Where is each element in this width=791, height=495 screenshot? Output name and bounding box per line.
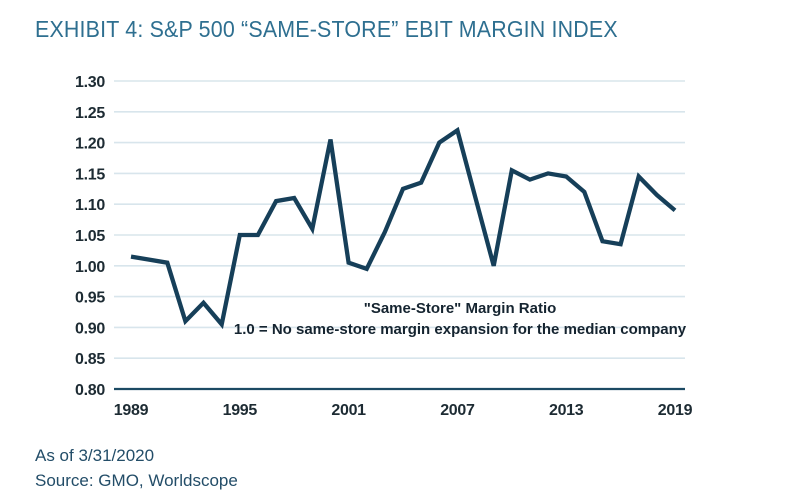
margin-index-chart: 0.80 0.85 0.90 0.95 1.00 1.05 1.10 1.15 1.20 1.25… xyxy=(0,55,791,425)
y-tick-label: 1.20 xyxy=(75,136,105,153)
chart-annotation: "Same-Store" Margin Ratio 1.0 = No same-… xyxy=(230,298,690,340)
x-tick-label: 2019 xyxy=(658,402,693,419)
line-chart-canvas: 0.80 0.85 0.90 0.95 1.00 1.05 1.10 1.15 1.20 1.25… xyxy=(75,74,693,419)
y-tick-label: 0.85 xyxy=(75,351,105,368)
y-tick-label: 1.05 xyxy=(75,228,105,245)
source-note: Source: GMO, Worldscope xyxy=(35,471,238,490)
x-tick-label: 1995 xyxy=(223,402,258,419)
y-tick-label: 0.95 xyxy=(75,290,105,307)
y-tick-label: 1.25 xyxy=(75,105,105,122)
as-of-note: As of 3/31/2020 xyxy=(35,446,155,465)
exhibit-title: EXHIBIT 4: S&P 500 “SAME-STORE” EBIT MAR… xyxy=(35,16,618,42)
annotation-definition: 1.0 = No same-store margin expansion for… xyxy=(233,321,687,338)
chart-footnotes: As of 3/31/2020 Source: GMO, Worldscope xyxy=(35,443,238,493)
x-tick-label: 1989 xyxy=(114,402,149,419)
x-tick-label: 2007 xyxy=(440,402,475,419)
y-tick-label: 1.30 xyxy=(75,74,105,91)
x-tick-label: 2001 xyxy=(331,402,366,419)
y-tick-label: 1.10 xyxy=(75,197,105,214)
x-tick-label: 2013 xyxy=(549,402,584,419)
y-tick-label: 0.80 xyxy=(75,382,105,399)
margin-index-series xyxy=(130,126,677,330)
y-tick-label: 1.15 xyxy=(75,166,105,183)
y-tick-label: 1.00 xyxy=(75,259,105,276)
y-tick-label: 0.90 xyxy=(75,320,105,337)
annotation-series-label: "Same-Store" Margin Ratio xyxy=(363,300,557,317)
